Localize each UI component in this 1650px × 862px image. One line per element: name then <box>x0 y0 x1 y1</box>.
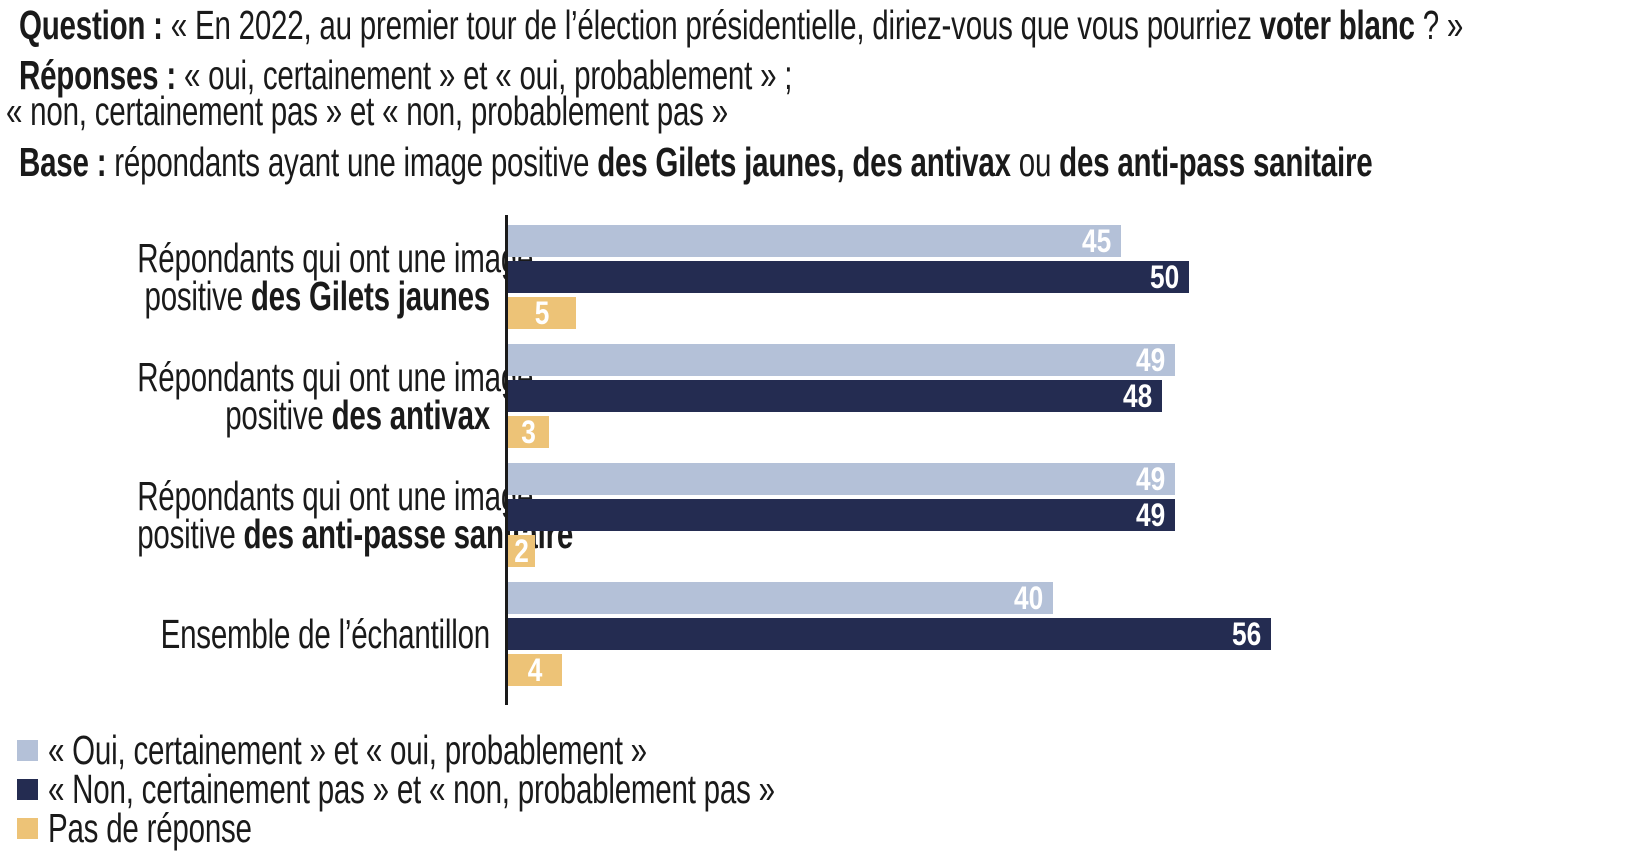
text-segment: des Gilets jaunes, des antivax <box>597 139 1011 185</box>
text-segment: « non, certainement pas » et « non, prob… <box>6 88 728 134</box>
category-label-line: positive des anti-passe sanitaire <box>137 514 573 555</box>
bar-value-label: 40 <box>1013 579 1044 616</box>
category-label: Répondants qui ont une image positive des… <box>0 357 533 436</box>
bar-value-label: 3 <box>521 413 536 450</box>
category-label-text: Répondants qui ont une image positive des… <box>137 238 533 317</box>
bar-oui: 40 <box>508 579 1053 616</box>
question-text: Question : « En 2022, au premier tour de… <box>19 2 1463 49</box>
text-segment: positive <box>137 511 244 557</box>
text-segment: Question : <box>19 2 171 48</box>
text-segment: positive <box>225 392 332 438</box>
responses-text-line1: Réponses : « oui, certainement » et « ou… <box>19 52 792 99</box>
bar-group: Répondants qui ont une image positive des… <box>0 222 1650 331</box>
text-segment: Base : <box>19 139 115 185</box>
legend-item-oui: « Oui, certainement » et « oui, probable… <box>17 727 1057 773</box>
text-segment: des anti-pass sanitaire <box>1059 139 1373 185</box>
legend-label: « Oui, certainement » et « oui, probable… <box>48 727 647 773</box>
base-text: Base : répondants ayant une image positi… <box>19 139 1373 186</box>
bar-value-label: 49 <box>1135 341 1166 378</box>
category-label: Répondants qui ont une image positive des… <box>0 476 573 555</box>
legend-item-pas-de-reponse: Pas de réponse <box>17 805 1057 851</box>
bar-value-label: 50 <box>1149 258 1180 295</box>
text-segment: Ensemble de l’échantillon <box>160 611 491 657</box>
category-label-line: positive des antivax <box>137 395 490 436</box>
legend-item-non: « Non, certainement pas » et « non, prob… <box>17 766 1057 812</box>
bar-value-label: 2 <box>514 532 529 569</box>
legend-swatch-icon <box>17 779 38 800</box>
bar-non: 56 <box>508 615 1271 652</box>
bar-value-label: 5 <box>534 294 550 331</box>
text-segment: ? » <box>1414 2 1464 48</box>
text-segment: ou <box>1010 139 1060 185</box>
bar-value-label: 49 <box>1135 460 1166 497</box>
bar-value-label: 48 <box>1122 377 1153 414</box>
category-label-line: Répondants qui ont une image <box>137 476 533 517</box>
text-segment: positive <box>144 273 251 319</box>
bar-value-label: 45 <box>1081 222 1112 259</box>
bar-non: 49 <box>508 496 1175 533</box>
text-segment: Réponses : <box>19 52 176 98</box>
bar-group: Répondants qui ont une image positive des… <box>0 341 1650 450</box>
category-label-line: Répondants qui ont une image <box>137 238 533 279</box>
category-label-line: positive des Gilets jaunes <box>137 276 490 317</box>
y-axis-line <box>505 215 508 705</box>
bar-non: 50 <box>508 258 1189 295</box>
category-label-line: Ensemble de l’échantillon <box>137 614 491 655</box>
text-segment: voter blanc <box>1259 2 1415 48</box>
bar-value-label: 56 <box>1231 615 1262 652</box>
text-segment: répondants ayant une image positive <box>114 139 598 185</box>
legend-label: Pas de réponse <box>48 805 252 851</box>
bar-oui: 49 <box>508 341 1175 378</box>
text-segment: des Gilets jaunes <box>250 273 490 319</box>
bar-group: Répondants qui ont une image positive des… <box>0 460 1650 569</box>
text-segment: des antivax <box>331 392 491 438</box>
bar-pas-de-reponse: 4 <box>508 651 562 688</box>
category-label-text: Ensemble de l’échantillon <box>137 614 491 655</box>
legend-swatch-icon <box>17 740 38 761</box>
bar-oui: 45 <box>508 222 1121 259</box>
bar-pas-de-reponse: 5 <box>508 294 576 331</box>
legend-swatch-icon <box>17 818 38 839</box>
bar-pas-de-reponse: 3 <box>508 413 549 450</box>
responses-text-line2: « non, certainement pas » et « non, prob… <box>6 88 728 135</box>
text-segment: Répondants qui ont une image <box>137 473 534 519</box>
text-segment: Répondants qui ont une image <box>137 235 534 281</box>
category-label: Ensemble de l’échantillon <box>0 614 491 655</box>
category-label-line: Répondants qui ont une image <box>137 357 533 398</box>
category-label: Répondants qui ont une image positive des… <box>0 238 533 317</box>
text-segment: « oui, certainement » et « oui, probable… <box>175 52 793 98</box>
category-label-text: Répondants qui ont une image positive des… <box>137 357 533 436</box>
bar-non: 48 <box>508 377 1162 414</box>
chart-legend: « Oui, certainement » et « oui, probable… <box>17 727 1057 851</box>
text-segment: Répondants qui ont une image <box>137 354 534 400</box>
bar-pas-de-reponse: 2 <box>508 532 535 569</box>
bar-group: Ensemble de l’échantillon 40 56 4 <box>0 579 1650 688</box>
bar-value-label: 49 <box>1135 496 1166 533</box>
category-label-text: Répondants qui ont une image positive des… <box>137 476 573 555</box>
text-segment: « En 2022, au premier tour de l’élection… <box>170 2 1260 48</box>
legend-label: « Non, certainement pas » et « non, prob… <box>48 766 775 812</box>
bar-oui: 49 <box>508 460 1175 497</box>
bar-value-label: 4 <box>527 651 543 688</box>
